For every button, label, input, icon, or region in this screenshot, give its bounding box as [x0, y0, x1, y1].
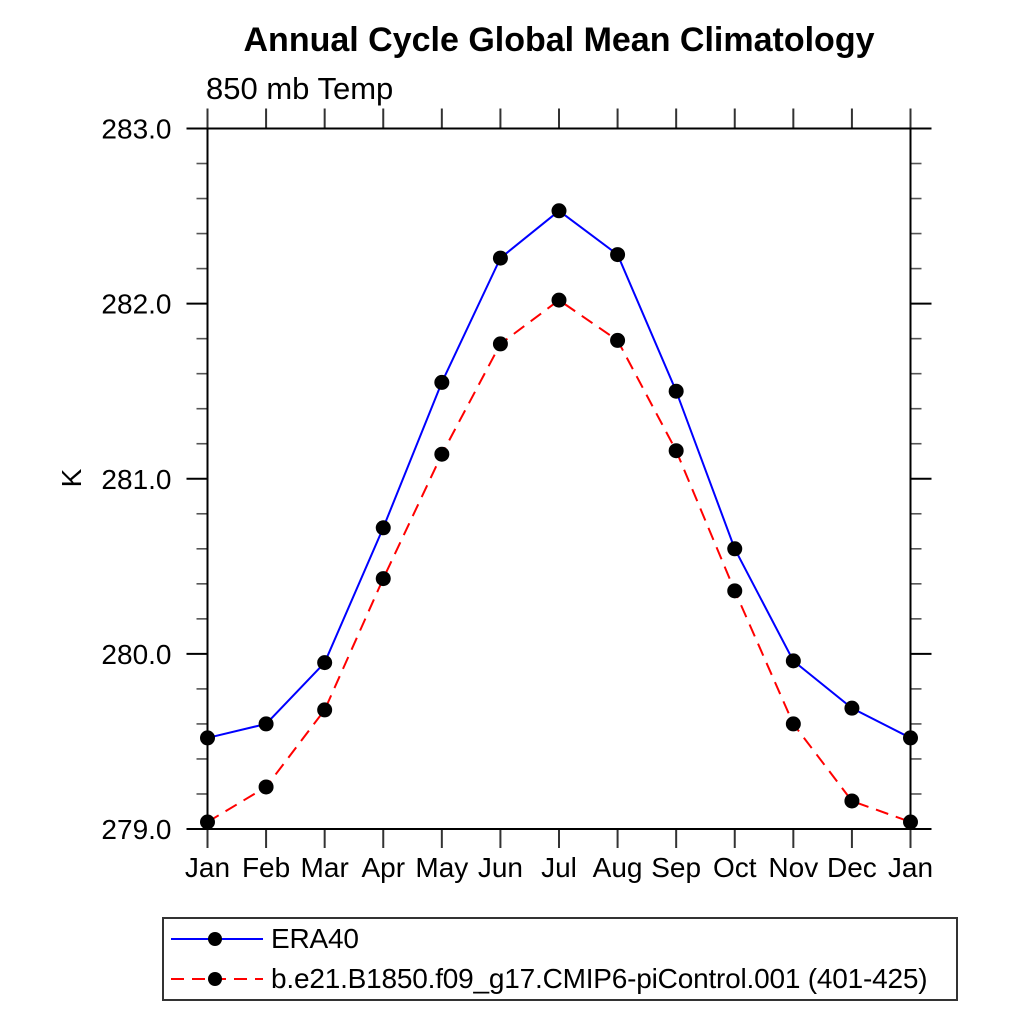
data-point-marker: [727, 583, 743, 599]
data-point-marker: [668, 383, 684, 399]
series-markers-1: [200, 292, 918, 830]
data-point-marker: [375, 520, 391, 536]
legend-item-era40: ERA40: [169, 920, 956, 958]
x-tick-label: Oct: [713, 852, 757, 883]
data-point-marker: [844, 793, 860, 809]
x-tick-label: Jan: [185, 852, 230, 883]
data-point-marker: [551, 292, 567, 308]
chart-subtitle: 850 mb Temp: [206, 71, 394, 106]
y-tick-label: 281.0: [101, 464, 171, 495]
data-point-marker: [317, 655, 333, 671]
data-point-marker: [727, 541, 743, 557]
data-point-marker: [551, 203, 567, 219]
x-tick-label: Jan: [888, 852, 933, 883]
y-tick-label: 279.0: [101, 814, 171, 845]
chart-title: Annual Cycle Global Mean Climatology: [243, 21, 875, 59]
legend-label-picontrol: b.e21.B1850.f09_g17.CMIP6-piControl.001 …: [271, 962, 928, 994]
y-tick-label: 280.0: [101, 639, 171, 670]
legend: ERA40 b.e21.B1850.f09_g17.CMIP6-piContro…: [162, 917, 958, 1001]
x-tick-label: May: [415, 852, 468, 883]
y-tick-label: 283.0: [101, 114, 171, 145]
data-point-marker: [317, 702, 333, 718]
data-point-marker: [434, 446, 450, 462]
series-line-0: [207, 209, 911, 739]
y-axis-minor-ticks: [196, 162, 922, 795]
legend-label-era40: ERA40: [271, 923, 359, 955]
data-point-marker: [903, 730, 918, 746]
x-tick-label: Mar: [301, 852, 349, 883]
x-tick-label: Sep: [651, 852, 701, 883]
series-markers-0: [200, 203, 918, 746]
series-line-1: [206, 298, 911, 823]
x-tick-label: Jul: [541, 852, 577, 883]
data-point-marker: [844, 700, 860, 716]
data-point-marker: [785, 653, 801, 669]
plot-frame: [206, 127, 912, 830]
x-tick-label: Feb: [242, 852, 290, 883]
era40-line-sample-icon: [171, 932, 263, 947]
data-point-marker: [668, 443, 684, 459]
x-tick-label: Jun: [478, 852, 523, 883]
y-tick-labels: 279.0 280.0 281.0 282.0 283.0: [101, 114, 171, 846]
x-tick-label: Apr: [361, 852, 405, 883]
x-tick-labels: Jan Feb Mar Apr May Jun Jul Aug Sep Oct Nov Dec Jan: [185, 852, 933, 883]
x-tick-label: Nov: [768, 852, 818, 883]
picontrol-line-sample-icon: [171, 971, 263, 986]
data-point-marker: [434, 374, 450, 390]
y-tick-label: 282.0: [101, 289, 171, 320]
legend-item-picontrol: b.e21.B1850.f09_g17.CMIP6-piControl.001 …: [169, 960, 956, 998]
x-tick-label: Dec: [827, 852, 877, 883]
data-point-marker: [258, 779, 274, 795]
data-point-marker: [903, 814, 918, 830]
data-point-marker: [375, 571, 391, 587]
data-point-marker: [200, 730, 215, 746]
data-point-marker: [200, 814, 215, 830]
data-point-marker: [610, 332, 626, 348]
data-point-marker: [492, 336, 508, 352]
x-tick-label: Aug: [593, 852, 643, 883]
x-axis-ticks: [206, 108, 912, 848]
data-point-marker: [258, 716, 274, 732]
data-point-marker: [785, 716, 801, 732]
data-point-marker: [492, 250, 508, 266]
data-point-marker: [610, 247, 626, 263]
y-axis-major-ticks: [186, 127, 932, 830]
